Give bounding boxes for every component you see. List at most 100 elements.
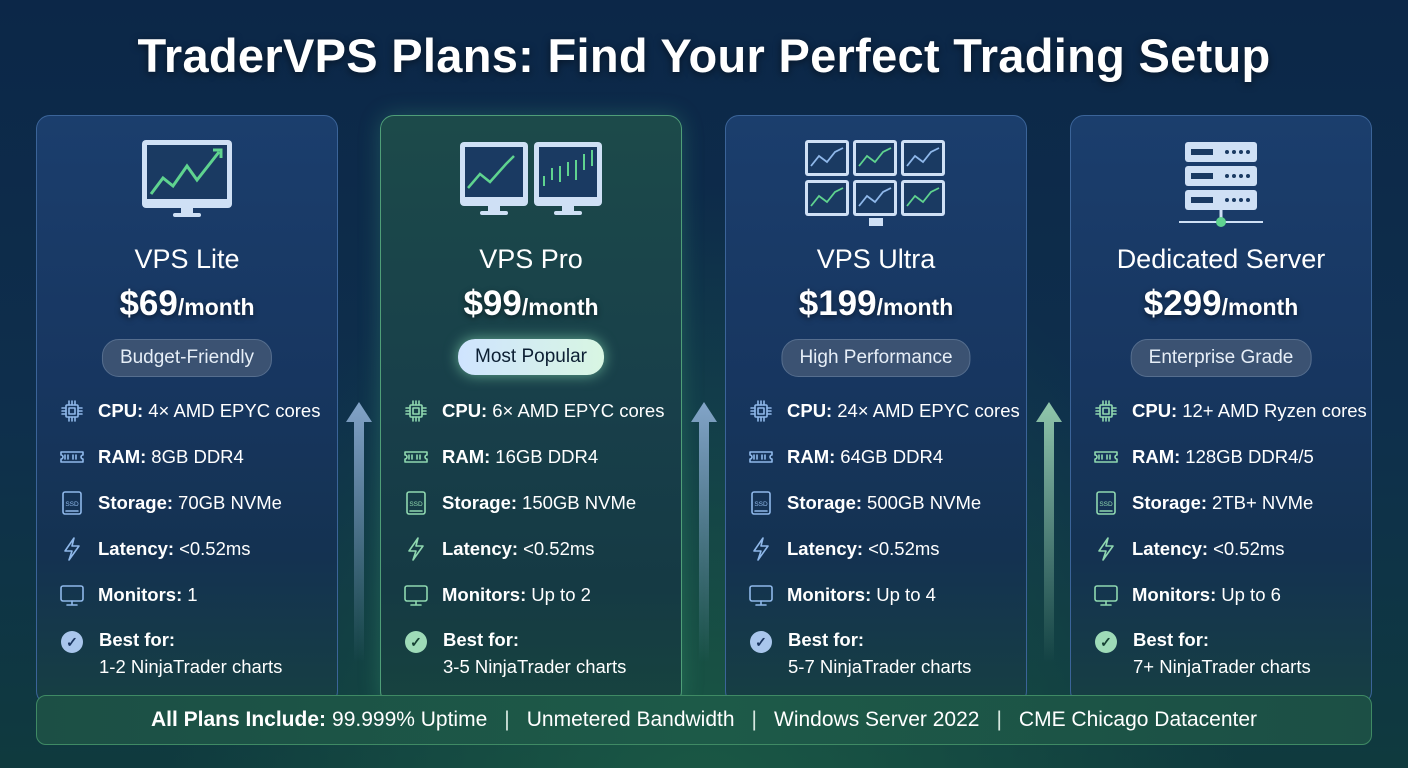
feature-latency: Latency: <0.52ms: [403, 536, 675, 562]
plan-price: $69/month: [37, 284, 337, 324]
best-for: ✓ Best for: 3-5 NinjaTrader charts: [403, 629, 626, 678]
plan-badge: Budget-Friendly: [101, 339, 273, 377]
ssd-drive-icon: SSD: [751, 491, 771, 515]
feature-cpu: CPU: 24× AMD EPYC cores: [748, 398, 1020, 424]
lightning-bolt-icon: [753, 537, 769, 561]
price-period: /month: [876, 294, 954, 320]
price-period: /month: [177, 294, 255, 320]
footer-item-datacenter: CME Chicago Datacenter: [1018, 708, 1258, 731]
feature-label: RAM:: [442, 446, 491, 467]
upgrade-arrow-icon: [691, 402, 717, 662]
feature-label: Monitors:: [98, 584, 183, 605]
svg-text:SSD: SSD: [754, 501, 768, 508]
feature-value: 128GB DDR4/5: [1185, 446, 1314, 467]
feature-label: Latency:: [787, 538, 864, 559]
ssd-drive-icon: SSD: [1096, 491, 1116, 515]
feature-monitors: Monitors: Up to 4: [748, 582, 1020, 608]
best-for-label: Best for:: [1133, 629, 1210, 650]
feature-value: 4× AMD EPYC cores: [148, 400, 321, 421]
feature-ram: RAM: 8GB DDR4: [59, 444, 331, 470]
best-for-value: 1-2 NinjaTrader charts: [99, 656, 283, 677]
best-for-label: Best for:: [99, 629, 176, 650]
server-rack-icon: [1071, 136, 1371, 231]
feature-ram: RAM: 16GB DDR4: [403, 444, 675, 470]
feature-label: Storage:: [1132, 492, 1208, 513]
price-amount: $99: [463, 284, 522, 323]
best-for-label: Best for:: [443, 629, 520, 650]
feature-label: Latency:: [442, 538, 519, 559]
six-monitor-wall-icon: [726, 136, 1026, 231]
ram-module-icon: [749, 451, 773, 463]
lightning-bolt-icon: [408, 537, 424, 561]
ssd-drive-icon: SSD: [406, 491, 426, 515]
footer-item-uptime: 99.999% Uptime: [332, 708, 488, 731]
feature-value: <0.52ms: [179, 538, 251, 559]
feature-value: 1: [187, 584, 198, 605]
feature-value: 24× AMD EPYC cores: [837, 400, 1020, 421]
best-for-value: 5-7 NinjaTrader charts: [788, 656, 972, 677]
footer-lead: All Plans Include:: [150, 708, 327, 731]
ram-module-icon: [60, 451, 84, 463]
feature-latency: Latency: <0.52ms: [1093, 536, 1365, 562]
feature-value: Up to 6: [1221, 584, 1281, 605]
plan-price: $99/month: [381, 284, 681, 324]
dual-monitor-chart-icon: [381, 136, 681, 231]
price-amount: $199: [798, 284, 877, 323]
feature-value: <0.52ms: [523, 538, 595, 559]
feature-label: Storage:: [787, 492, 863, 513]
feature-value: 2TB+ NVMe: [1212, 492, 1314, 513]
feature-monitors: Monitors: Up to 6: [1093, 582, 1365, 608]
monitor-icon: [404, 585, 428, 606]
check-circle-icon: ✓: [405, 631, 427, 653]
lightning-bolt-icon: [64, 537, 80, 561]
feature-monitors: Monitors: Up to 2: [403, 582, 675, 608]
plan-badge: Enterprise Grade: [1130, 339, 1312, 377]
plan-card-ded[interactable]: Dedicated Server $299/month Enterprise G…: [1070, 115, 1372, 705]
all-plans-include-banner: All Plans Include: 99.999% Uptime | Unme…: [36, 695, 1372, 745]
plan-name: VPS Ultra: [816, 244, 936, 274]
price-amount: $299: [1143, 284, 1222, 323]
feature-label: RAM:: [787, 446, 836, 467]
feature-monitors: Monitors: 1: [59, 582, 331, 608]
feature-value: 64GB DDR4: [840, 446, 944, 467]
feature-latency: Latency: <0.52ms: [59, 536, 331, 562]
feature-cpu: CPU: 12+ AMD Ryzen cores: [1093, 398, 1367, 424]
feature-latency: Latency: <0.52ms: [748, 536, 1020, 562]
plan-price: $199/month: [726, 284, 1026, 324]
best-for-label: Best for:: [788, 629, 865, 650]
footer-item-bandwidth: Unmetered Bandwidth: [526, 708, 735, 731]
lightning-bolt-icon: [1098, 537, 1114, 561]
best-for: ✓ Best for: 7+ NinjaTrader charts: [1093, 629, 1311, 678]
cpu-chip-icon: [1095, 400, 1117, 422]
plan-card-pro[interactable]: VPS Pro $99/month Most Popular CPU: 6× AMD…: [380, 115, 682, 705]
plan-badge: Most Popular: [458, 339, 604, 375]
feature-label: Storage:: [442, 492, 518, 513]
feature-storage: SSD Storage: 150GB NVMe: [403, 490, 675, 516]
feature-label: Monitors:: [442, 584, 527, 605]
check-circle-icon: ✓: [1095, 631, 1117, 653]
feature-label: Monitors:: [787, 584, 872, 605]
svg-text:SSD: SSD: [1099, 501, 1113, 508]
plan-name: VPS Lite: [134, 244, 240, 274]
plan-name: VPS Pro: [479, 244, 583, 274]
ram-module-icon: [404, 451, 428, 463]
best-for-value: 3-5 NinjaTrader charts: [443, 656, 627, 677]
feature-label: RAM:: [98, 446, 147, 467]
svg-text:SSD: SSD: [409, 501, 423, 508]
monitor-icon: [60, 585, 84, 606]
price-period: /month: [1221, 294, 1299, 320]
feature-label: CPU:: [787, 400, 833, 421]
feature-label: CPU:: [98, 400, 144, 421]
plan-badge: High Performance: [781, 339, 971, 377]
feature-ram: RAM: 64GB DDR4: [748, 444, 1020, 470]
price-period: /month: [521, 294, 599, 320]
plan-card-ultra[interactable]: VPS Ultra $199/month High Performance CPU…: [725, 115, 1027, 705]
feature-storage: SSD Storage: 2TB+ NVMe: [1093, 490, 1365, 516]
monitor-icon: [1094, 585, 1118, 606]
feature-cpu: CPU: 4× AMD EPYC cores: [59, 398, 331, 424]
cpu-chip-icon: [61, 400, 83, 422]
feature-value: 150GB NVMe: [522, 492, 637, 513]
plan-card-lite[interactable]: VPS Lite $69/month Budget-Friendly CPU: 4×…: [36, 115, 338, 705]
ram-module-icon: [1094, 451, 1118, 463]
feature-label: Monitors:: [1132, 584, 1217, 605]
